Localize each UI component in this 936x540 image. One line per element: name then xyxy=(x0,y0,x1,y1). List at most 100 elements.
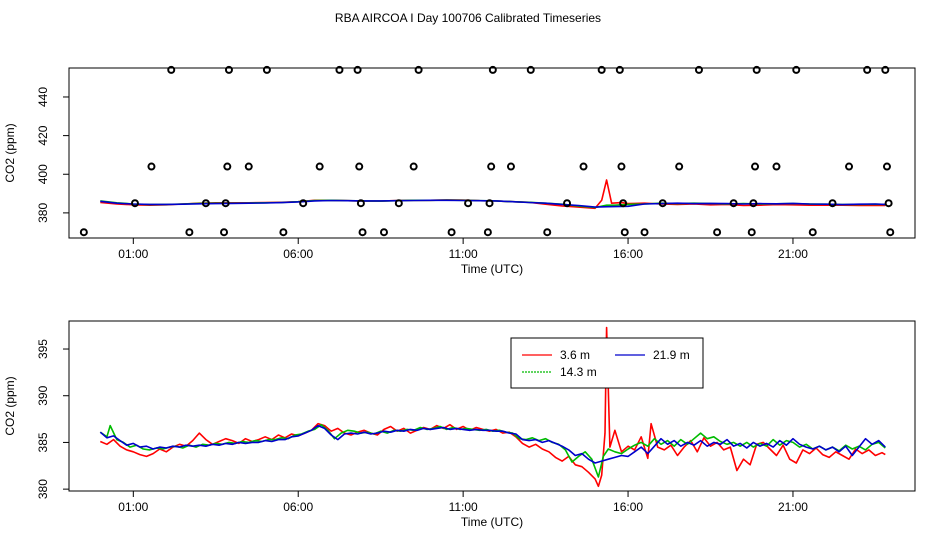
calibration-point xyxy=(658,199,667,208)
calibration-point xyxy=(487,162,496,171)
calibration-point xyxy=(315,162,324,171)
calibration-point xyxy=(447,228,456,237)
calibration-point xyxy=(747,228,756,237)
legend-box xyxy=(510,337,704,389)
calibration-point xyxy=(279,228,288,237)
calibration-point xyxy=(483,228,492,237)
calibration-point xyxy=(675,162,684,171)
calibration-point xyxy=(543,228,552,237)
calibration-point xyxy=(563,199,572,208)
series-line-21-9-m xyxy=(99,424,886,464)
calibration-point xyxy=(886,228,895,237)
calibration-point xyxy=(167,65,176,74)
x-tick-label: 21:00 xyxy=(778,247,808,261)
calibration-point xyxy=(409,162,418,171)
x-axis-label: Time (UTC) xyxy=(461,515,523,529)
x-axis: 01:00 06:00 11:00 16:00 21:00 xyxy=(118,491,808,514)
calibration-point xyxy=(221,199,230,208)
calibration-point xyxy=(485,199,494,208)
series-line-21-9-m xyxy=(100,199,886,208)
calibration-point xyxy=(79,228,88,237)
calibration-point xyxy=(694,65,703,74)
calibration-point xyxy=(863,65,872,74)
calibration-point xyxy=(262,65,271,74)
x-tick-label: 21:00 xyxy=(778,500,808,514)
y-tick-label: 380 xyxy=(36,479,50,499)
chart-title: RBA AIRCOA I Day 100706 Calibrated Times… xyxy=(335,11,601,25)
calibration-point xyxy=(353,65,362,74)
calibration-point xyxy=(729,199,738,208)
legend: 3.6 m 21.9 m 14.3 m xyxy=(510,337,704,389)
top-panel: 01:00 06:00 11:00 16:00 21:00 Time (UTC) 380 40… xyxy=(3,65,916,276)
calibration-point xyxy=(884,199,893,208)
calibration-point xyxy=(394,199,403,208)
calibration-point xyxy=(130,199,139,208)
calibration-point xyxy=(749,199,758,208)
calibration-point xyxy=(615,65,624,74)
calibration-point xyxy=(713,228,722,237)
calibration-point xyxy=(185,228,194,237)
calibration-point xyxy=(640,228,649,237)
calibration-point xyxy=(147,162,156,171)
legend-label: 14.3 m xyxy=(560,365,597,379)
calibration-point xyxy=(620,228,629,237)
calibration-point xyxy=(751,162,760,171)
calibration-point xyxy=(752,65,761,74)
calibration-point xyxy=(464,199,473,208)
x-tick-label: 11:00 xyxy=(449,247,478,261)
x-tick-label: 01:00 xyxy=(118,500,148,514)
calibration-point xyxy=(224,65,233,74)
calibration-point xyxy=(358,228,367,237)
calibration-point xyxy=(335,65,344,74)
calibration-point xyxy=(355,162,364,171)
y-axis-label: CO2 (ppm) xyxy=(3,123,17,182)
x-tick-label: 11:00 xyxy=(449,500,478,514)
y-tick-label: 440 xyxy=(36,87,50,107)
calibration-point xyxy=(488,65,497,74)
plot-frame xyxy=(68,320,916,492)
calibration-point xyxy=(201,199,210,208)
calibration-point xyxy=(414,65,423,74)
x-tick-label: 06:00 xyxy=(283,500,313,514)
plot-frame xyxy=(68,67,916,239)
calibration-point xyxy=(617,162,626,171)
calibration-point xyxy=(244,162,253,171)
x-tick-label: 16:00 xyxy=(613,247,643,261)
calibration-point xyxy=(881,65,890,74)
y-axis: 380 385 390 395 xyxy=(36,339,69,499)
calibration-point xyxy=(220,228,229,237)
y-tick-label: 380 xyxy=(36,203,50,223)
x-tick-label: 16:00 xyxy=(613,500,643,514)
y-tick-label: 400 xyxy=(36,164,50,184)
series-line-3-6-m xyxy=(99,326,886,488)
y-tick-label: 385 xyxy=(36,432,50,452)
calibration-point xyxy=(223,162,232,171)
calibration-point xyxy=(379,228,388,237)
legend-label: 3.6 m xyxy=(560,348,590,362)
x-axis: 01:00 06:00 11:00 16:00 21:00 xyxy=(118,238,808,261)
calibration-point xyxy=(579,162,588,171)
calibration-point xyxy=(526,65,535,74)
y-tick-label: 390 xyxy=(36,385,50,405)
x-tick-label: 06:00 xyxy=(283,247,313,261)
calibration-point xyxy=(619,199,628,208)
calibration-point xyxy=(828,199,837,208)
calibration-points xyxy=(79,65,895,237)
calibration-point xyxy=(882,162,891,171)
calibration-point xyxy=(506,162,515,171)
y-axis: 380 400 420 440 xyxy=(36,87,69,223)
y-tick-label: 395 xyxy=(36,339,50,359)
calibration-point xyxy=(792,65,801,74)
y-tick-label: 420 xyxy=(36,125,50,145)
legend-label: 21.9 m xyxy=(653,348,690,362)
x-axis-label: Time (UTC) xyxy=(461,262,523,276)
calibration-point xyxy=(772,162,781,171)
calibration-point xyxy=(597,65,606,74)
calibration-point xyxy=(356,199,365,208)
x-tick-label: 01:00 xyxy=(118,247,148,261)
series-line-14-3-m xyxy=(99,423,886,478)
calibration-point xyxy=(299,199,308,208)
calibration-point xyxy=(845,162,854,171)
